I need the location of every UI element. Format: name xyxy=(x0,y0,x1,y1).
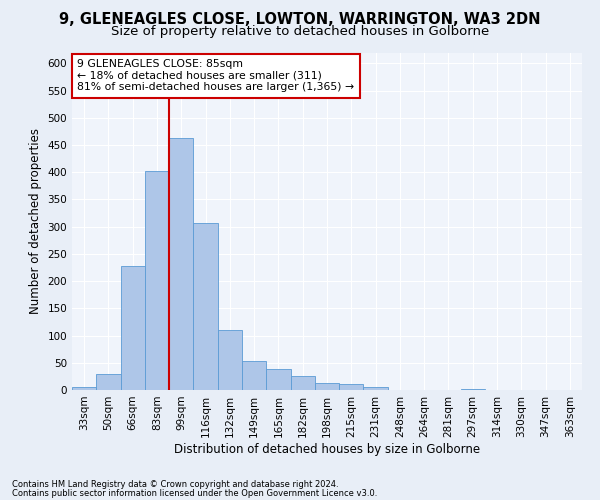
X-axis label: Distribution of detached houses by size in Golborne: Distribution of detached houses by size … xyxy=(174,442,480,456)
Bar xyxy=(96,374,121,390)
Bar xyxy=(266,369,290,390)
Text: Size of property relative to detached houses in Golborne: Size of property relative to detached ho… xyxy=(111,25,489,38)
Bar xyxy=(339,384,364,390)
Bar xyxy=(290,376,315,390)
Bar xyxy=(72,388,96,390)
Text: 9 GLENEAGLES CLOSE: 85sqm
← 18% of detached houses are smaller (311)
81% of semi: 9 GLENEAGLES CLOSE: 85sqm ← 18% of detac… xyxy=(77,59,354,92)
Text: Contains public sector information licensed under the Open Government Licence v3: Contains public sector information licen… xyxy=(12,488,377,498)
Bar xyxy=(315,384,339,390)
Bar xyxy=(121,266,145,390)
Bar xyxy=(193,223,218,390)
Y-axis label: Number of detached properties: Number of detached properties xyxy=(29,128,42,314)
Bar xyxy=(169,138,193,390)
Bar xyxy=(461,389,485,390)
Text: 9, GLENEAGLES CLOSE, LOWTON, WARRINGTON, WA3 2DN: 9, GLENEAGLES CLOSE, LOWTON, WARRINGTON,… xyxy=(59,12,541,28)
Bar xyxy=(242,361,266,390)
Bar xyxy=(364,386,388,390)
Bar xyxy=(145,170,169,390)
Bar xyxy=(218,330,242,390)
Text: Contains HM Land Registry data © Crown copyright and database right 2024.: Contains HM Land Registry data © Crown c… xyxy=(12,480,338,489)
